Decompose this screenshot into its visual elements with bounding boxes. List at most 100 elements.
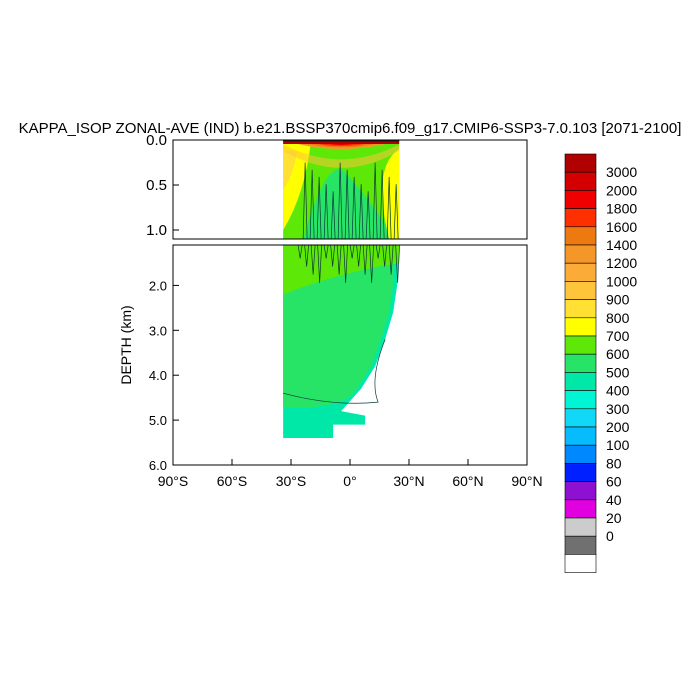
x-tick-label: 30°N [393,473,424,489]
colorbar-swatch [564,262,597,282]
colorbar-label: 900 [606,292,630,308]
contour-line [358,184,364,239]
colorbar-swatch [564,317,597,337]
contour-line [316,176,322,239]
y-tick-label: 0.0 [146,132,167,149]
contour-line [337,162,343,239]
x-tick-label: 90°S [158,473,189,489]
colorbar-label: 0 [606,528,614,544]
colorbar-label: 1200 [606,255,637,271]
colorbar-label: 60 [606,474,622,490]
colorbar-label: 80 [606,455,622,471]
contour-line [330,245,335,267]
contour-line [356,245,361,267]
y-tick-label: 6.0 [149,458,167,473]
colorbar-label: 100 [606,437,630,453]
colorbar-swatch [564,153,597,173]
colorbar-label: 600 [606,346,630,362]
x-tick-label: 0° [343,473,356,489]
colorbar-swatch [564,517,597,537]
x-tick-label: 60°S [217,473,248,489]
surface-edge [283,140,400,142]
x-tick-label: 90°N [511,473,542,489]
contour-line [304,245,309,267]
upper-panel [283,140,400,239]
colorbar-label: 1400 [606,237,637,253]
colorbar-swatch [564,408,597,428]
colorbar-swatch [564,299,597,319]
y-axis-label: DEPTH (km) [118,305,134,384]
contour-line [323,184,329,239]
y-tick-label: 0.5 [146,177,167,194]
colorbar-label: 3000 [606,164,637,180]
y-tick-label: 1.0 [146,222,167,239]
colorbar-swatch [564,171,597,191]
colorbar-label: 300 [606,401,630,417]
colorbar-swatch [564,444,597,464]
colorbar-swatch [564,244,597,264]
colorbar-label: 40 [606,492,622,508]
contour-line [365,191,371,239]
contour-line [351,176,357,239]
colorbar-label: 2000 [606,182,637,198]
colorbar-label: 800 [606,310,630,326]
contour-line [379,169,385,239]
contour-line [343,245,348,283]
contour-line [330,191,336,239]
contour-line [375,245,381,259]
y-tick-label: 2.0 [149,278,167,293]
contour-line [309,169,315,239]
contour-line [336,245,342,275]
contour-line [388,245,394,275]
colorbar-label: 20 [606,510,622,526]
colorbar-swatch [564,390,597,410]
y-tick-label: 5.0 [149,413,167,428]
contour-line [323,245,329,259]
contour-line [362,245,368,275]
y-tick-label: 3.0 [149,323,167,338]
colorbar-swatch [564,554,597,573]
colorbar-swatch [564,226,597,246]
colorbar-swatch [564,535,597,555]
colorbar-swatch [564,353,597,373]
colorbar-swatch [564,463,597,482]
contour-line [297,245,303,259]
y-tick-label: 4.0 [149,368,167,383]
field-deep-interior [283,245,400,408]
colorbar-swatch [564,372,597,391]
contour-line [283,339,386,404]
surface-max [283,140,400,144]
x-tick-label: 60°N [452,473,483,489]
colorbar-label: 1800 [606,201,637,217]
contour-line [317,245,322,283]
chart-title: KAPPA_ISOP ZONAL-AVE (IND) b.e21.BSSP370… [19,120,682,137]
colorbar: 3000200018001600140012001000900800700600… [564,153,637,573]
x-tick-label: 30°S [276,473,307,489]
contour-line [393,184,399,239]
contour-line [372,162,378,239]
colorbar-swatch [564,481,597,501]
contour-line [395,245,400,283]
contour-line [302,162,308,239]
colorbar-label: 1600 [606,219,637,235]
contour-line [382,245,387,267]
contour-line [369,245,374,283]
field-upper-left-yellow [283,150,298,190]
colorbar-label: 700 [606,328,630,344]
contour-line [349,245,355,259]
colorbar-label: 500 [606,364,630,380]
colorbar-label: 200 [606,419,630,435]
surface-band-deep [283,144,400,168]
colorbar-swatch [564,335,597,355]
colorbar-swatch [564,281,597,300]
contour-line [310,245,316,275]
colorbar-label: 1000 [606,273,637,289]
colorbar-swatch [564,208,597,228]
upper-panel-frame [172,139,528,240]
colorbar-swatch [564,499,597,519]
colorbar-swatch [564,426,597,446]
colorbar-label: 400 [606,383,630,399]
colorbar-swatch [564,190,597,209]
contour-line [344,169,350,239]
